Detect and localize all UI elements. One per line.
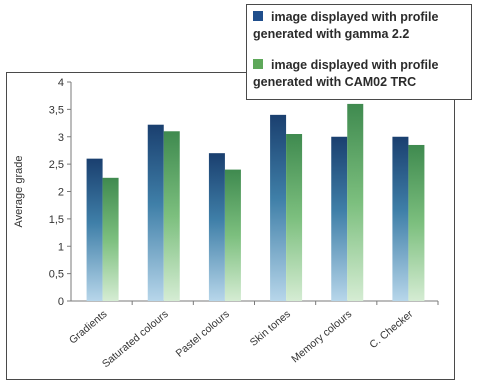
y-tick-label: 0	[58, 296, 64, 308]
legend-text-line1: image displayed with profile	[271, 58, 439, 72]
x-tick-label: Gradients	[67, 308, 110, 346]
bar-gamma	[270, 114, 287, 301]
y-axis-title: Average grade	[13, 156, 25, 228]
bar-cam02	[224, 169, 241, 301]
y-tick-label: 4	[58, 77, 64, 89]
bar-gamma	[392, 136, 409, 301]
y-tick-label: 0,5	[49, 269, 64, 281]
y-tick-label: 3,5	[49, 104, 64, 116]
bar-cam02	[286, 134, 303, 301]
y-tick-label: 1,5	[49, 214, 64, 226]
legend-text-line2: generated with CAM02 TRC	[253, 75, 417, 89]
x-tick-label: Skin tones	[248, 308, 293, 349]
y-tick-label: 1	[58, 241, 64, 253]
legend-item-cam02: image displayed with profile generated w…	[253, 57, 438, 91]
legend-text-line1: image displayed with profile	[271, 10, 439, 24]
x-tick-label: Pastel colours	[174, 308, 232, 360]
legend: image displayed with profile generated w…	[246, 4, 472, 100]
legend-text-line2: generated with gamma 2.2	[253, 27, 410, 41]
bar-gamma	[208, 153, 225, 301]
bar-cam02	[347, 103, 364, 302]
bar-gamma	[331, 136, 348, 301]
x-tick-label: Saturated colours	[100, 308, 171, 370]
bar-gamma	[147, 124, 164, 301]
legend-swatch-blue	[253, 11, 263, 21]
bar-cam02	[102, 177, 119, 301]
y-tick-label: 2	[58, 187, 64, 199]
y-tick-label: 2,5	[49, 159, 64, 171]
bar-cam02	[408, 144, 425, 301]
x-tick-label: C. Checker	[367, 308, 415, 351]
bar-cam02	[163, 131, 180, 301]
legend-swatch-green	[253, 59, 263, 69]
x-tick-label: Memory colours	[289, 308, 354, 365]
legend-item-gamma: image displayed with profile generated w…	[253, 9, 438, 43]
y-tick-label: 3	[58, 132, 64, 144]
bar-gamma	[86, 158, 103, 301]
